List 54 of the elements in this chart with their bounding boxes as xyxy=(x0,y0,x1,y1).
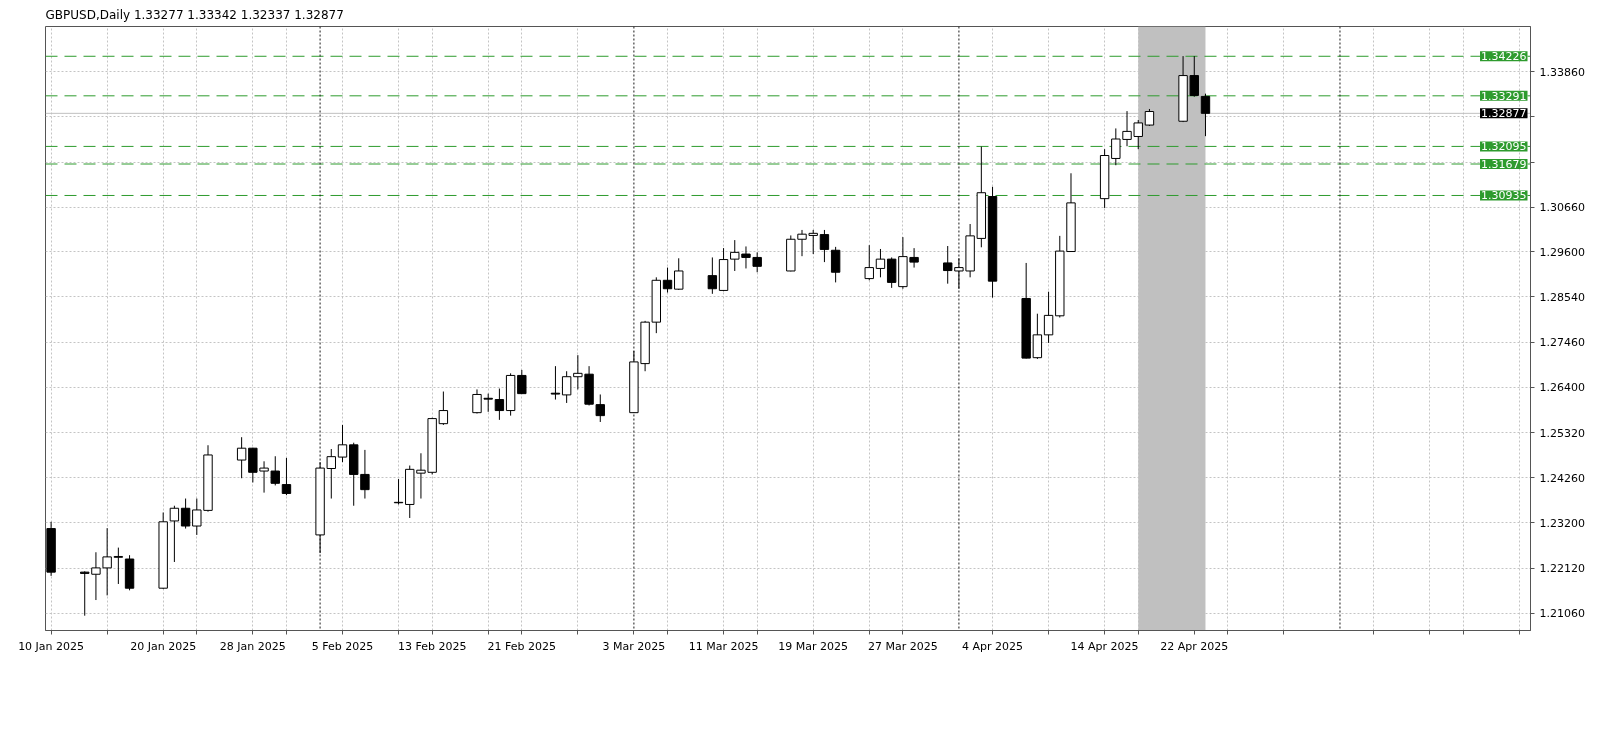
y-tick-label: 1.28540 xyxy=(1539,290,1585,304)
y-tick-label: 1.26400 xyxy=(1539,381,1585,395)
x-tick-label: 27 Mar 2025 xyxy=(868,639,938,653)
candlestick xyxy=(1200,93,1211,137)
y-tick-label: 1.29600 xyxy=(1539,245,1585,259)
x-tick-label: 19 Mar 2025 xyxy=(778,639,849,653)
candlestick xyxy=(1032,313,1043,360)
y-tick-label: 1.27460 xyxy=(1539,336,1585,350)
candlestick xyxy=(438,391,449,426)
y-tick-label: 1.23200 xyxy=(1539,516,1585,530)
x-tick-label: 28 Jan 2025 xyxy=(219,639,286,653)
ref-line-label: 1.31679 xyxy=(1481,158,1527,172)
y-tick-label: 1.21060 xyxy=(1539,607,1585,621)
ref-line-label: 1.33291 xyxy=(1481,89,1527,103)
x-tick-label: 14 Apr 2025 xyxy=(1070,639,1139,653)
candlestick xyxy=(1043,291,1054,344)
y-tick-label: 1.25320 xyxy=(1539,426,1585,440)
x-tick-label: 5 Feb 2025 xyxy=(311,639,374,653)
candlestick xyxy=(550,365,561,401)
candlestick xyxy=(830,246,841,283)
x-tick-label: 21 Feb 2025 xyxy=(487,639,557,653)
candlestick xyxy=(180,498,191,530)
y-tick-label: 1.33860 xyxy=(1539,65,1585,79)
chart-title: GBPUSD,Daily 1.33277 1.33342 1.32337 1.32877 xyxy=(45,7,344,22)
x-tick-label: 13 Feb 2025 xyxy=(397,639,467,653)
candlestick xyxy=(662,267,673,294)
y-tick-label: 1.22120 xyxy=(1539,562,1585,576)
candlestick xyxy=(595,393,605,423)
candlestick xyxy=(707,256,718,295)
ref-line-label: 1.32095 xyxy=(1481,140,1527,154)
x-tick-label: 22 Apr 2025 xyxy=(1160,639,1229,653)
x-tick-label: 4 Apr 2025 xyxy=(962,639,1024,653)
x-tick-label: 11 Mar 2025 xyxy=(688,639,759,653)
candlestick xyxy=(517,369,527,395)
candlestick xyxy=(337,424,348,463)
candlestick xyxy=(561,370,572,404)
ref-line-label: 1.32877 xyxy=(1481,107,1527,121)
ref-line-label: 1.30935 xyxy=(1481,189,1527,203)
candlestick xyxy=(236,436,247,479)
y-tick-label: 1.24260 xyxy=(1539,471,1585,485)
candlestick xyxy=(819,229,830,263)
candlestick xyxy=(864,244,874,281)
candlestick xyxy=(360,449,370,500)
y-tick-label: 1.30660 xyxy=(1539,201,1585,215)
x-tick-label: 10 Jan 2025 xyxy=(18,639,85,653)
candlestick xyxy=(875,248,886,278)
x-tick-label: 3 Mar 2025 xyxy=(602,639,666,653)
x-tick-label: 20 Jan 2025 xyxy=(130,639,197,653)
candlestick xyxy=(270,455,280,486)
candlestick xyxy=(169,505,180,563)
ref-line-label: 1.34226 xyxy=(1481,50,1527,64)
candlestick xyxy=(674,257,684,291)
candlestick xyxy=(281,457,292,496)
candlestick xyxy=(494,388,505,421)
